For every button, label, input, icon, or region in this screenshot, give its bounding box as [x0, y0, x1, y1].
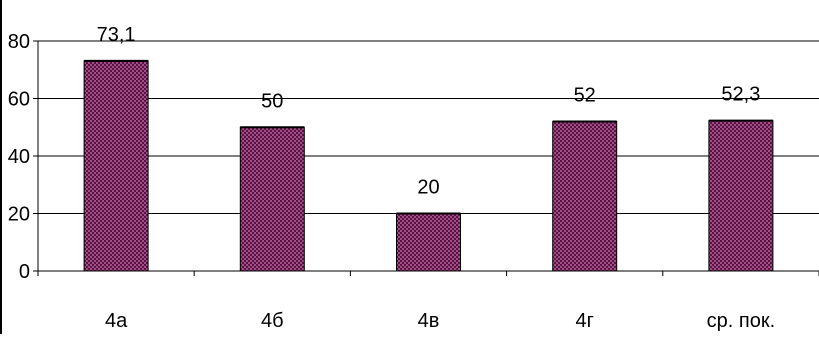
- bar-1: [83, 60, 149, 272]
- y-tick-label: 80: [8, 31, 30, 53]
- bars: [83, 59, 774, 272]
- data-label: 52,3: [721, 84, 760, 106]
- x-category-label: 4в: [418, 310, 440, 332]
- bar-3: [396, 213, 461, 272]
- y-tick-label: 60: [8, 89, 30, 111]
- y-tick-label: 0: [19, 261, 30, 283]
- x-category-label: 4г: [575, 310, 593, 332]
- x-category-label: ср. пок.: [707, 310, 776, 332]
- data-label: 20: [417, 177, 439, 199]
- bar-4: [552, 121, 618, 272]
- y-tick-label: 20: [8, 204, 30, 226]
- window-left-border: [0, 0, 2, 334]
- bar-2: [239, 126, 305, 272]
- axes: 0 20 40 60 80: [8, 31, 819, 283]
- data-label: 50: [261, 90, 283, 112]
- bar-5: [708, 120, 774, 272]
- x-category-label: 4б: [261, 310, 284, 332]
- data-label: 52: [574, 85, 596, 107]
- y-tick-label: 40: [8, 146, 30, 168]
- data-labels: 73,1 4а 50 4б 20 4в 52 4г 52,3 ср. пок.: [97, 24, 776, 332]
- data-label: 73,1: [97, 24, 136, 46]
- x-category-label: 4а: [105, 310, 128, 332]
